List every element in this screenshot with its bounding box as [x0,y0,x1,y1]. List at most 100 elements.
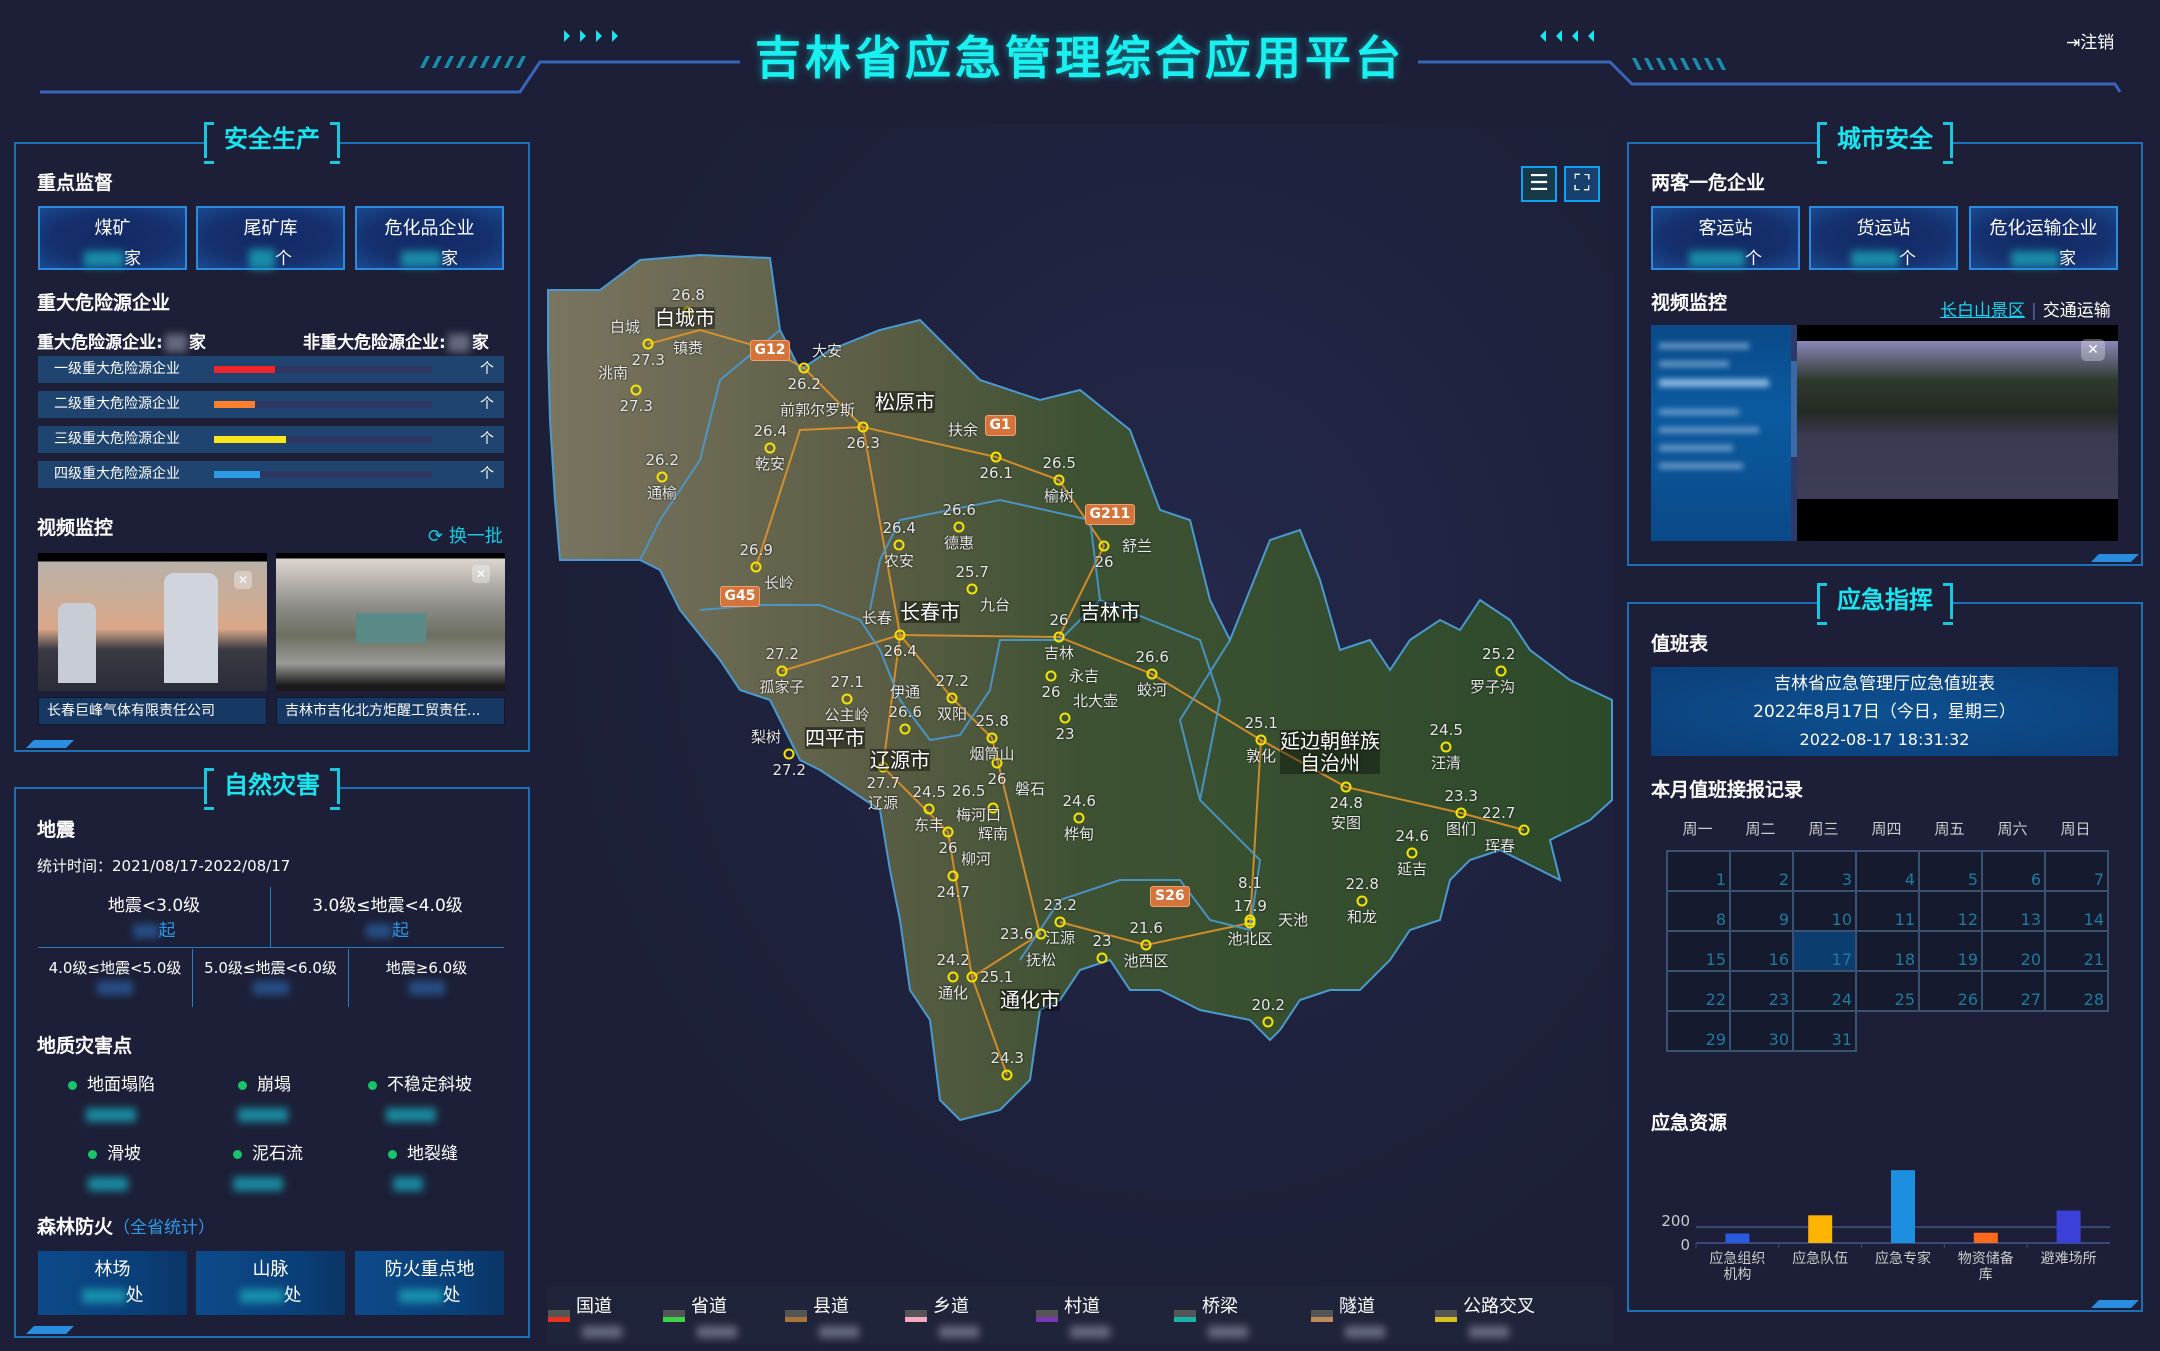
hazmat-transport-card[interactable]: 危化运输企业家 [1969,206,2118,270]
map-station-marker[interactable] [656,471,668,483]
map-station-marker[interactable] [1244,914,1256,926]
fire-key-area-card[interactable]: 防火重点地处 [355,1251,504,1315]
calendar-day[interactable]: 27 [1981,970,2046,1012]
passenger-station-card[interactable]: 客运站个 [1651,206,1800,270]
calendar-day[interactable]: 15 [1666,930,1731,972]
legend-item-label[interactable]: 县道 [813,1296,849,1317]
map-station-marker[interactable] [899,723,911,735]
map-station-marker[interactable] [1255,734,1267,746]
calendar-day[interactable]: 11 [1855,890,1920,932]
video-feed-2[interactable]: ✕ [276,553,505,691]
bar-3[interactable] [1891,1170,1915,1243]
calendar-day[interactable]: 18 [1855,930,1920,972]
legend-item-label[interactable]: 乡道 [933,1296,969,1317]
layer-list-button[interactable]: ☰ [1521,166,1557,202]
map-station-marker[interactable] [764,442,776,454]
map-station-marker[interactable] [1001,1069,1013,1081]
hazard-row-level1[interactable]: 一级重大危险源企业 个 [38,356,504,383]
map-station-marker[interactable] [1045,670,1057,682]
map-station-marker[interactable] [986,732,998,744]
legend-item-label[interactable]: 省道 [691,1296,727,1317]
calendar-day[interactable]: 22 [1666,970,1731,1012]
calendar-day[interactable]: 2 [1729,850,1794,892]
map-station-marker[interactable] [1053,474,1065,486]
hazchem-card[interactable]: 危化品企业家 [355,206,504,270]
map-station-marker[interactable] [966,971,978,983]
map-station-marker[interactable] [1098,540,1110,552]
calendar-day[interactable]: 6 [1981,850,2046,892]
video-feed-1[interactable]: ✕ [38,553,267,691]
map-station-marker[interactable] [923,803,935,815]
calendar-day[interactable]: 9 [1729,890,1794,932]
bar-1[interactable] [1725,1233,1750,1244]
map-station-marker[interactable] [1340,781,1352,793]
calendar-day[interactable]: 21 [2044,930,2109,972]
map-station-marker[interactable] [953,521,965,533]
calendar-day[interactable]: 3 [1792,850,1857,892]
legend-item-label[interactable]: 公路交叉 [1463,1296,1535,1317]
map-station-marker[interactable] [798,362,810,374]
map-station-marker[interactable] [1096,952,1108,964]
calendar-day[interactable]: 23 [1729,970,1794,1012]
map-station-marker[interactable] [1059,712,1071,724]
calendar-day[interactable]: 8 [1666,890,1731,932]
calendar-day[interactable]: 4 [1855,850,1920,892]
map-station-marker[interactable] [1518,824,1530,836]
hazard-row-level4[interactable]: 四级重大危险源企业 个 [38,461,504,488]
camera-list[interactable] [1651,325,1791,541]
map-station-marker[interactable] [1140,939,1152,951]
mountain-card[interactable]: 山脉处 [196,1251,345,1315]
map-station-marker[interactable] [1073,812,1085,824]
map-station-marker[interactable] [947,971,959,983]
duty-roster-box[interactable]: 吉林省应急管理厅应急值班表 2022年8月17日（今日，星期三） 2022-08… [1651,667,2118,756]
map-station-marker[interactable] [783,748,795,760]
calendar-day[interactable]: 5 [1918,850,1983,892]
logout-button[interactable]: ⇥注销 [2066,28,2114,53]
map-station-marker[interactable] [630,384,642,396]
map-station-marker[interactable] [877,761,889,773]
map-station-marker[interactable] [750,561,762,573]
bar-2[interactable] [1808,1215,1833,1243]
map-station-marker[interactable] [1356,895,1368,907]
calendar-day[interactable]: 19 [1918,930,1983,972]
map-station-marker[interactable] [1440,741,1452,753]
calendar-day[interactable]: 31 [1792,1010,1857,1052]
calendar-day[interactable]: 26 [1918,970,1983,1012]
camera-list-scrollbar[interactable] [1791,325,1797,541]
freight-station-card[interactable]: 货运站个 [1809,206,1958,270]
calendar-day[interactable]: 25 [1855,970,1920,1012]
calendar-day[interactable]: 30 [1729,1010,1794,1052]
tab-traffic[interactable]: 交通运输 [2042,301,2111,321]
legend-item-label[interactable]: 隧道 [1339,1296,1375,1317]
calendar-day[interactable]: 10 [1792,890,1857,932]
map-station-marker[interactable] [1146,668,1158,680]
map-station-marker[interactable] [857,421,869,433]
fullscreen-button[interactable]: ⛶ [1564,166,1600,202]
calendar-day[interactable]: 29 [1666,1010,1731,1052]
map-station-marker[interactable] [682,306,694,318]
legend-item-label[interactable]: 桥梁 [1202,1296,1238,1317]
map-station-marker[interactable] [991,757,1003,769]
map-station-marker[interactable] [1054,916,1066,928]
calendar-day[interactable]: 17 [1792,930,1857,972]
calendar-day[interactable]: 20 [1981,930,2046,972]
map-station-marker[interactable] [1455,807,1467,819]
map-station-marker[interactable] [894,629,906,641]
map-station-marker[interactable] [1053,631,1065,643]
legend-item-label[interactable]: 国道 [576,1296,612,1317]
map-station-marker[interactable] [1406,847,1418,859]
calendar-day[interactable]: 13 [1981,890,2046,932]
tab-changbaishan[interactable]: 长白山景区 [1940,301,2025,321]
calendar-day[interactable]: 28 [2044,970,2109,1012]
coal-mine-card[interactable]: 煤矿家 [38,206,187,270]
calendar-day[interactable]: 16 [1729,930,1794,972]
refresh-batch-button[interactable]: ⟳ 换一批 [428,522,503,548]
map-station-marker[interactable] [990,451,1002,463]
close-video-icon[interactable]: ✕ [472,565,490,583]
forest-farm-card[interactable]: 林场处 [38,1251,187,1315]
hazard-row-level2[interactable]: 二级重大危险源企业 个 [38,391,504,418]
map-station-marker[interactable] [642,338,654,350]
map-station-marker[interactable] [1035,928,1047,940]
calendar-day[interactable]: 12 [1918,890,1983,932]
close-video-icon[interactable]: ✕ [234,571,252,589]
